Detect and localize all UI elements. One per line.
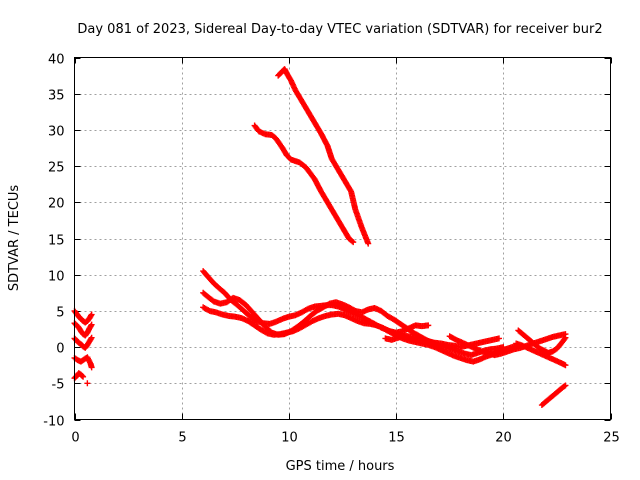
series-track-12	[538, 382, 569, 409]
y-tick-label: -5	[52, 378, 65, 393]
series-track-1a	[71, 307, 95, 326]
data-point	[414, 335, 421, 342]
data-point	[87, 335, 94, 342]
data-point	[496, 335, 503, 342]
y-tick-label: 40	[48, 53, 65, 68]
data-point	[80, 373, 87, 380]
series-track-1f	[84, 380, 91, 387]
series-track-10	[515, 327, 569, 356]
series-track-11	[513, 340, 569, 369]
data-point	[87, 312, 94, 319]
x-tick-label: 0	[71, 431, 79, 446]
x-tick-label: 5	[178, 431, 186, 446]
data-point	[79, 373, 86, 380]
x-tick-label: 15	[388, 431, 405, 446]
y-tick-label: 0	[56, 342, 64, 357]
data-point	[562, 334, 569, 341]
y-tick-label: -10	[43, 415, 64, 430]
data-point	[349, 238, 356, 245]
x-tick-label: 10	[281, 431, 298, 446]
data-point	[88, 334, 95, 341]
y-tick-label: 20	[48, 197, 65, 212]
chart-title: Day 081 of 2023, Sidereal Day-to-day VTE…	[77, 22, 602, 37]
series-track-3	[251, 122, 357, 246]
y-tick-label: 30	[48, 125, 65, 140]
x-tick-label: 25	[603, 431, 620, 446]
data-point	[425, 322, 432, 329]
data-point	[562, 382, 569, 389]
series-track-2	[275, 66, 372, 247]
y-tick-label: 15	[48, 234, 65, 249]
data-points	[71, 66, 569, 409]
y-tick-label: 5	[56, 306, 64, 321]
data-point	[88, 311, 95, 318]
x-axis-label: GPS time / hours	[286, 459, 395, 474]
data-point	[365, 240, 372, 247]
data-point	[88, 321, 95, 328]
y-axis-label: SDTVAR / TECUs	[7, 185, 22, 292]
data-point	[561, 335, 568, 342]
series-track-1e	[71, 370, 87, 382]
axis-ticks: -10 -5 0 5 10 15 20 25 30 35 40 0 5 10 15 20 25	[43, 53, 620, 446]
data-point	[561, 383, 568, 390]
plot-frame	[74, 57, 611, 420]
series-track-8	[382, 332, 421, 343]
series-track-7	[360, 316, 432, 336]
data-point	[350, 239, 357, 246]
data-point	[88, 364, 95, 371]
data-point	[84, 380, 91, 387]
y-tick-label: 35	[48, 89, 65, 104]
data-point	[562, 362, 569, 369]
x-tick-label: 20	[495, 431, 512, 446]
data-point	[87, 322, 94, 329]
y-tick-label: 10	[48, 270, 65, 285]
y-tick-label: 25	[48, 161, 65, 176]
